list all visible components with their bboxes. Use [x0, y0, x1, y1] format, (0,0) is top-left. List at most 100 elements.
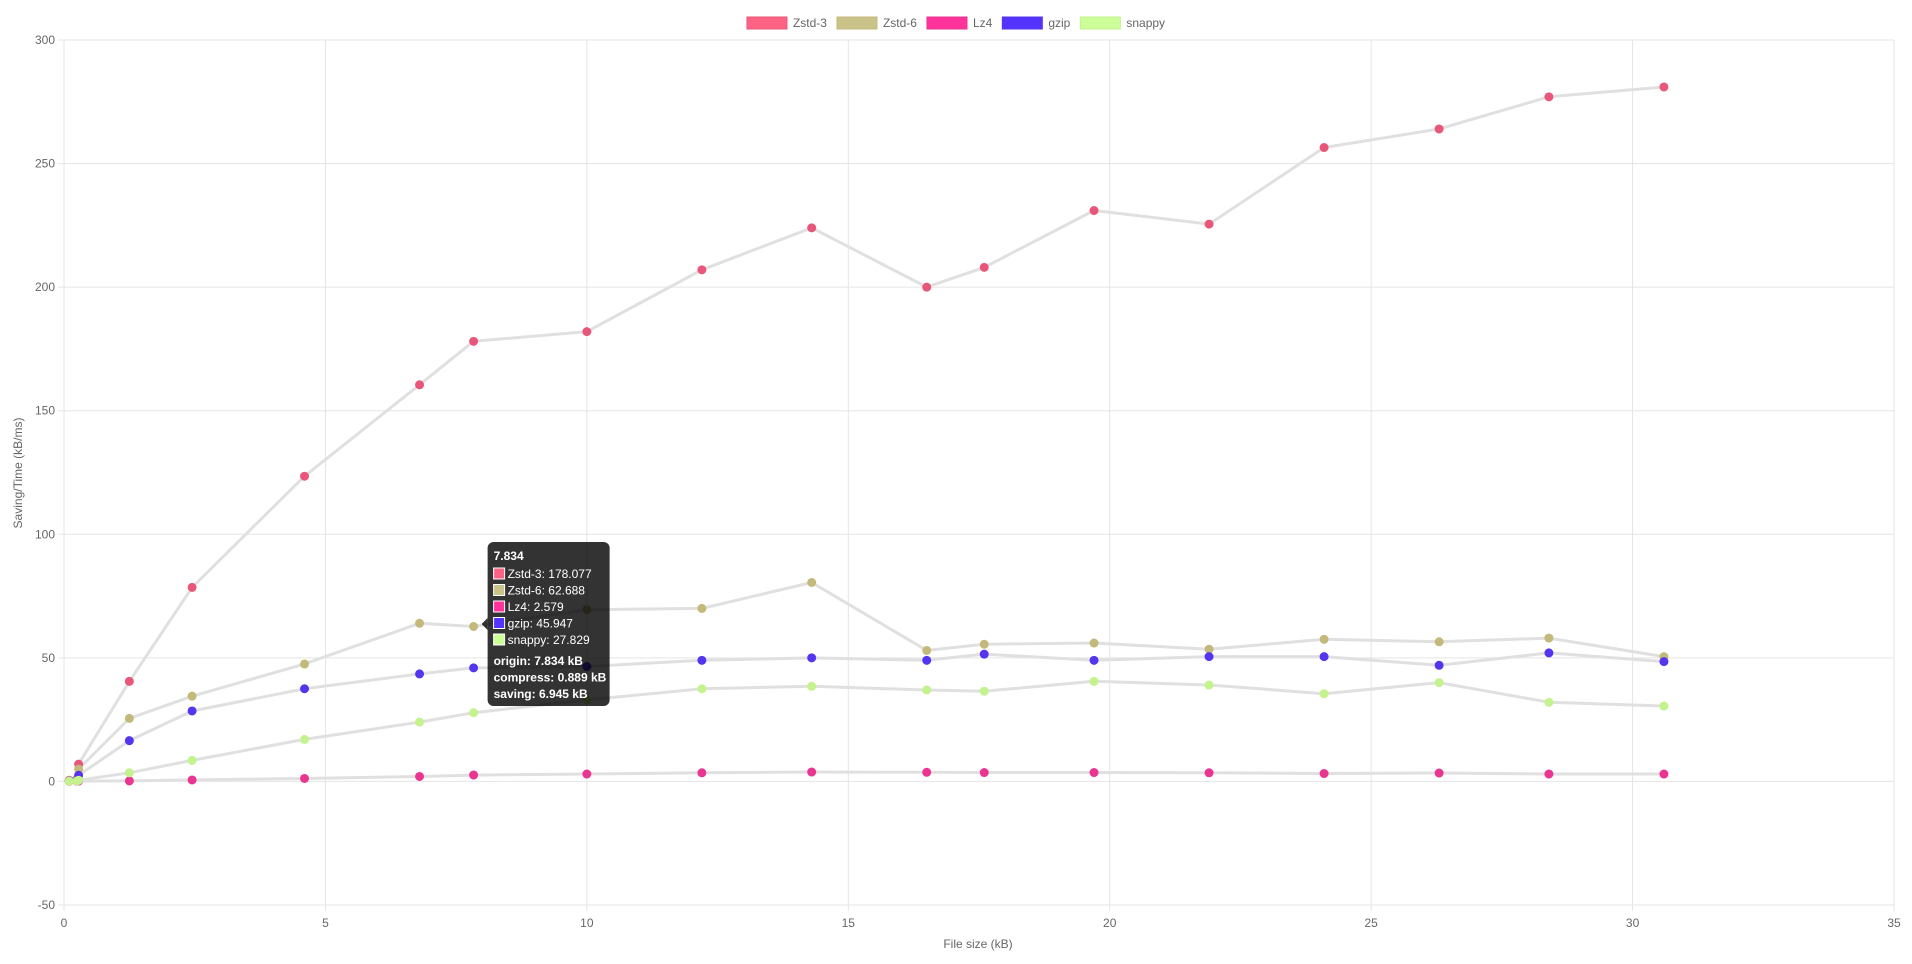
x-tick-label: 15 — [842, 916, 856, 930]
data-point — [124, 713, 134, 723]
x-tick-label: 35 — [1887, 916, 1901, 930]
y-tick-label: 50 — [42, 651, 56, 665]
data-point — [1659, 769, 1669, 779]
y-tick-label: 150 — [35, 404, 55, 418]
data-point — [300, 659, 310, 669]
data-point — [415, 618, 425, 628]
data-point — [1204, 219, 1214, 229]
data-point — [469, 336, 479, 346]
x-tick-label: 10 — [580, 916, 594, 930]
data-point — [1434, 660, 1444, 670]
data-point — [1544, 697, 1554, 707]
data-point — [415, 717, 425, 727]
tooltip-footer-line: origin: 7.834 kB — [494, 654, 584, 668]
data-point — [1434, 768, 1444, 778]
data-point — [469, 663, 479, 673]
data-point — [1204, 652, 1214, 662]
data-point — [187, 691, 197, 701]
tooltip-swatch — [493, 600, 506, 613]
tooltip-swatch — [493, 633, 506, 646]
data-point — [1319, 634, 1329, 644]
x-tick-label: 30 — [1626, 916, 1640, 930]
x-tick-label: 25 — [1364, 916, 1378, 930]
series-line — [69, 679, 1664, 783]
tooltip-footer-line: compress: 0.889 kB — [494, 671, 607, 685]
x-tick-label: 5 — [322, 916, 329, 930]
legend-swatch — [746, 16, 788, 30]
data-point — [697, 265, 707, 275]
tooltip-item: gzip: 45.947 — [508, 617, 574, 631]
tooltip-caret — [481, 618, 488, 630]
data-point — [187, 706, 197, 716]
data-point — [582, 769, 592, 779]
data-point — [300, 734, 310, 744]
x-tick-label: 20 — [1103, 916, 1117, 930]
legend-label: Lz4 — [973, 16, 993, 30]
tooltip-swatch — [493, 617, 506, 629]
y-tick-label: 300 — [35, 33, 55, 47]
data-point — [1659, 82, 1669, 92]
data-point — [979, 639, 989, 649]
data-point — [1089, 768, 1099, 778]
data-point — [979, 262, 989, 272]
data-point — [1319, 652, 1329, 662]
data-point — [697, 684, 707, 694]
legend-label: Zstd-6 — [883, 16, 917, 30]
data-point — [807, 653, 817, 663]
data-point — [1659, 657, 1669, 667]
data-point — [300, 773, 310, 783]
tooltip-item: Zstd-3: 178.077 — [508, 567, 592, 581]
legend-label: gzip — [1048, 16, 1070, 30]
data-point — [979, 686, 989, 696]
data-point — [1434, 124, 1444, 134]
data-point — [1434, 637, 1444, 647]
x-tick-label: 0 — [61, 916, 68, 930]
legend-swatch — [1001, 16, 1043, 30]
data-point — [922, 282, 932, 292]
data-point — [124, 736, 134, 746]
data-point — [469, 770, 479, 780]
data-point — [187, 775, 197, 785]
data-point — [187, 755, 197, 765]
legend-swatch — [836, 16, 878, 30]
data-point — [415, 380, 425, 390]
y-tick-label: 100 — [35, 527, 55, 541]
y-tick-label: 250 — [35, 157, 55, 171]
data-point — [1204, 680, 1214, 690]
data-point — [807, 681, 817, 691]
data-point — [1544, 92, 1554, 102]
data-point — [1544, 633, 1554, 643]
data-point — [807, 223, 817, 233]
legend-label: Zstd-3 — [793, 16, 827, 30]
tooltip-title: 7.834 — [494, 549, 524, 563]
data-point — [124, 776, 134, 786]
data-point — [922, 767, 932, 777]
data-point — [187, 582, 197, 592]
data-point — [64, 776, 74, 786]
data-point — [697, 768, 707, 778]
tooltip-item: Lz4: 2.579 — [508, 600, 564, 614]
chart-series — [64, 82, 1669, 786]
data-point — [1319, 689, 1329, 699]
x-axis-title: File size (kB) — [943, 937, 1012, 951]
tooltip-box — [487, 542, 610, 706]
series-line — [69, 651, 1665, 783]
data-point — [1089, 206, 1099, 216]
series-line — [68, 581, 1665, 783]
chart-legend: Zstd-3 Zstd-6 Lz4 gzip snappy — [746, 16, 1165, 30]
data-point — [807, 767, 817, 777]
data-point — [1319, 769, 1329, 779]
data-point — [922, 655, 932, 665]
data-point — [469, 621, 479, 631]
data-point — [1204, 644, 1214, 654]
data-point — [74, 775, 84, 785]
data-point — [1089, 676, 1099, 686]
data-point — [1659, 701, 1669, 711]
chart-tooltip: 7.834 Zstd-3: 178.077 Zstd-6: 62.688 Lz4: 2… — [481, 542, 610, 706]
chart-axes: 0 5 10 15 20 25 30 35 -50 0 50 100 150 200 250 300 — [35, 33, 1901, 930]
data-point — [124, 676, 134, 686]
tooltip-swatch — [493, 584, 506, 596]
data-point — [582, 327, 592, 337]
